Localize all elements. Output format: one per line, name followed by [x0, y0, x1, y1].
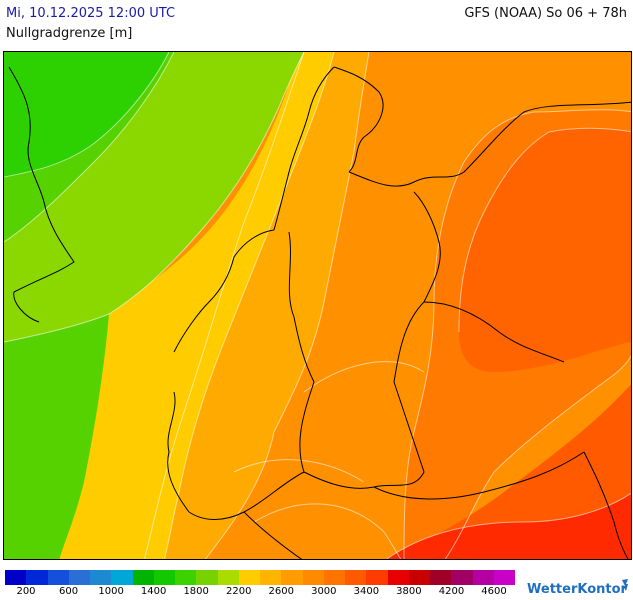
legend-swatch [111, 570, 133, 585]
contour-lines [4, 52, 631, 559]
legend-swatch [387, 570, 409, 585]
legend-swatch [408, 570, 430, 585]
logo-mark-icon [622, 579, 628, 591]
legend-swatch [323, 570, 345, 585]
legend-tick-label: 2600 [268, 586, 294, 597]
legend-tick-label: 600 [58, 586, 79, 597]
field-green-light [4, 52, 304, 342]
legend-swatch [217, 570, 239, 585]
legend-colorbar [5, 570, 515, 585]
freezing-level-map [4, 52, 631, 559]
legend-swatch [302, 570, 324, 585]
parameter-label: Nullgradgrenze [m] [6, 26, 133, 41]
legend-swatch [260, 570, 282, 585]
model-run: GFS (NOAA) So 06 + 78h [464, 6, 627, 21]
legend-swatch [472, 570, 494, 585]
field-red-orange-south [388, 384, 631, 559]
legend-swatch [26, 570, 48, 585]
field-green-dark [4, 52, 169, 177]
field-red-orange [459, 128, 631, 372]
coastlines-borders [8, 66, 631, 559]
legend-swatch [451, 570, 473, 585]
legend-swatch [281, 570, 303, 585]
brand-logo: WetterKontor [527, 582, 627, 597]
map-panel [3, 51, 632, 560]
legend-tick-label: 4200 [438, 586, 465, 597]
legend-tick-label: 1000 [98, 586, 124, 597]
legend-tick-label: 1800 [183, 586, 209, 597]
legend-tick-label: 4600 [481, 586, 507, 597]
legend-swatch [196, 570, 218, 585]
field-red [386, 493, 631, 559]
legend-swatch [493, 570, 515, 585]
legend-tick-label: 3400 [353, 586, 380, 597]
legend-swatch [90, 570, 112, 585]
legend-ticks: 200 600 1000 1400 1800 2200 2600 3000 3400 3800 42… [5, 586, 515, 600]
legend-tick-label: 200 [16, 586, 36, 597]
field-green-west [4, 314, 109, 559]
legend-swatch [68, 570, 90, 585]
legend-swatch [5, 570, 27, 585]
legend-swatch [47, 570, 69, 585]
legend-swatch [345, 570, 367, 585]
legend-swatch [175, 570, 197, 585]
legend-tick-label: 1400 [140, 586, 167, 597]
legend-tick-label: 3800 [396, 586, 422, 597]
legend-swatch [430, 570, 452, 585]
legend-swatch [366, 570, 388, 585]
legend-swatch [153, 570, 175, 585]
legend-tick-label: 3000 [311, 586, 337, 597]
valid-time: Mi, 10.12.2025 12:00 UTC [6, 6, 176, 21]
legend-tick-label: 2200 [225, 586, 252, 597]
legend-swatch [132, 570, 154, 585]
legend-swatch [238, 570, 260, 585]
